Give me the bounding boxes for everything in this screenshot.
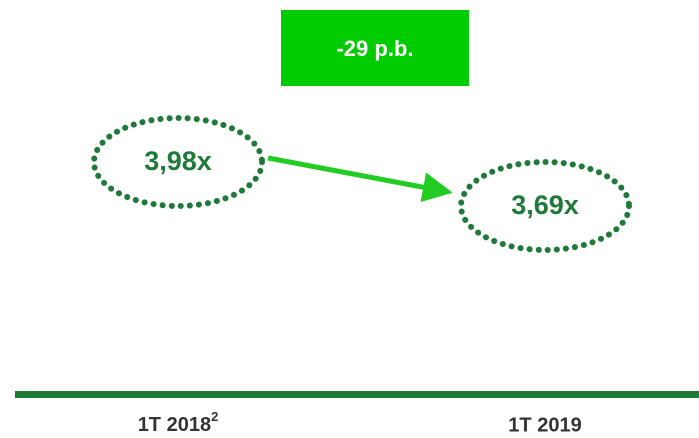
node-ellipse (91, 115, 265, 209)
period-text: 1T 2018 (138, 414, 211, 436)
node-label: 3,69x (511, 190, 579, 220)
arrow (267, 155, 453, 202)
period-label: 1T 2019 (508, 414, 581, 436)
node-ellipse (458, 159, 632, 253)
baseline (15, 391, 699, 398)
period-note: 2 (211, 409, 218, 424)
badge-box (281, 10, 469, 86)
period-label: 1T 20182 (138, 409, 219, 436)
node-label: 3,98x (144, 146, 212, 176)
badge-text: -29 p.b. (336, 36, 413, 61)
